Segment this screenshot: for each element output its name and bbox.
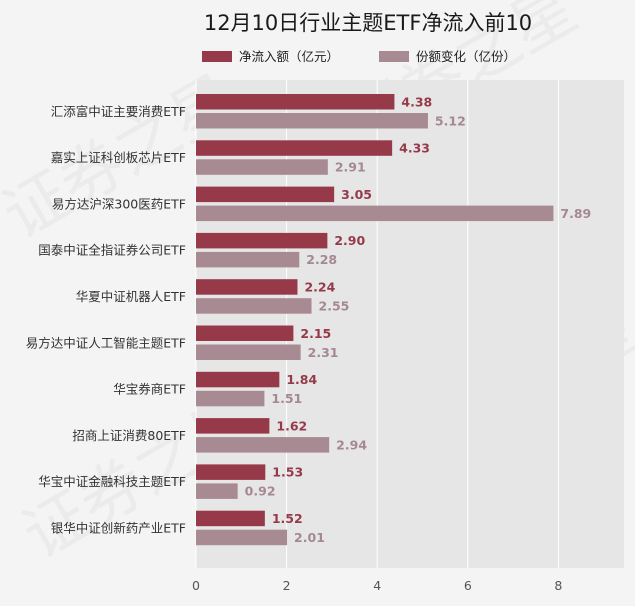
bar-share-change xyxy=(196,437,330,453)
value-label-share-change: 1.51 xyxy=(271,391,302,406)
bar-share-change xyxy=(196,483,238,499)
value-label-net-inflow: 4.33 xyxy=(399,141,430,156)
value-label-net-inflow: 1.53 xyxy=(272,465,303,480)
category-label: 易方达中证人工智能主题ETF xyxy=(26,335,186,350)
bar-net-inflow xyxy=(196,279,298,295)
value-label-net-inflow: 4.38 xyxy=(401,94,432,109)
category-label: 华宝中证金融科技主题ETF xyxy=(38,474,186,489)
bar-share-change xyxy=(196,251,300,268)
value-label-share-change: 0.92 xyxy=(245,484,276,499)
category-label: 国泰中证全指证券公司ETF xyxy=(38,243,186,258)
bar-share-change xyxy=(196,298,312,314)
legend: 净流入额（亿元） 份额变化（亿份） xyxy=(202,49,516,64)
value-labels: 4.385.12 4.33 2.91 3.05 7.89 2.90 2.28 2.24 2.55… xyxy=(245,94,592,545)
bar-net-inflow xyxy=(196,186,335,203)
bar-net-inflow xyxy=(196,418,270,434)
value-label-share-change: 2.01 xyxy=(294,530,325,545)
bar-share-change xyxy=(196,390,265,407)
legend-label-net-inflow: 净流入额（亿元） xyxy=(239,49,339,64)
value-label-net-inflow: 1.52 xyxy=(272,511,303,526)
legend-item-share-change: 份额变化（亿份） xyxy=(379,49,516,64)
value-label-net-inflow: 1.84 xyxy=(286,372,317,387)
category-label: 华夏中证机器人ETF xyxy=(76,289,186,304)
value-label-share-change: 2.28 xyxy=(306,252,337,267)
bar-share-change xyxy=(196,159,328,175)
value-label-share-change: 2.91 xyxy=(335,160,366,175)
category-labels: 汇添富中证主要消费ETF 嘉实上证科创板芯片ETF 易方达沪深300医药ETF 国泰中… xyxy=(26,104,186,536)
bar-share-change xyxy=(196,529,288,546)
legend-label-share-change: 份额变化（亿份） xyxy=(416,49,516,64)
legend-swatch-share-change xyxy=(379,51,409,62)
category-label: 易方达沪深300医药ETF xyxy=(52,196,186,211)
category-label: 华宝券商ETF xyxy=(113,382,186,397)
x-axis-tick-labels: 0 2 4 6 8 xyxy=(192,578,562,593)
bar-net-inflow xyxy=(196,232,328,249)
legend-swatch-net-inflow xyxy=(202,51,232,62)
bars xyxy=(196,94,554,546)
value-label-net-inflow: 2.24 xyxy=(304,279,335,294)
bar-net-inflow xyxy=(196,325,294,341)
bar-share-change xyxy=(196,344,301,360)
x-tick-label: 6 xyxy=(464,578,472,593)
category-label: 招商上证消费80ETF xyxy=(72,428,186,443)
value-label-net-inflow: 2.15 xyxy=(300,326,331,341)
bar-net-inflow xyxy=(196,371,280,388)
value-label-share-change: 2.31 xyxy=(308,345,339,360)
bar-net-inflow xyxy=(196,510,265,527)
value-label-share-change: 2.94 xyxy=(336,437,367,452)
category-label: 银华中证创新药产业ETF xyxy=(51,520,186,535)
bar-share-change xyxy=(196,113,428,129)
bar-share-change xyxy=(196,205,554,222)
value-label-net-inflow: 3.05 xyxy=(341,187,372,202)
value-label-share-change: 5.12 xyxy=(435,113,466,128)
category-label: 嘉实上证科创板芯片ETF xyxy=(51,150,186,165)
legend-item-net-inflow: 净流入额（亿元） xyxy=(202,49,339,64)
bar-net-inflow xyxy=(196,94,395,110)
value-label-net-inflow: 2.90 xyxy=(334,233,365,248)
value-label-net-inflow: 1.62 xyxy=(276,418,307,433)
bar-net-inflow xyxy=(196,140,393,156)
x-tick-label: 8 xyxy=(554,578,562,593)
x-tick-label: 2 xyxy=(283,578,291,593)
chart-title: 12月10日行业主题ETF净流入前10 xyxy=(204,11,532,35)
value-label-share-change: 7.89 xyxy=(560,206,591,221)
x-tick-label: 4 xyxy=(373,578,381,593)
category-label: 汇添富中证主要消费ETF xyxy=(51,104,186,119)
x-tick-label: 0 xyxy=(192,578,200,593)
value-label-share-change: 2.55 xyxy=(319,298,350,313)
bar-net-inflow xyxy=(196,464,266,480)
